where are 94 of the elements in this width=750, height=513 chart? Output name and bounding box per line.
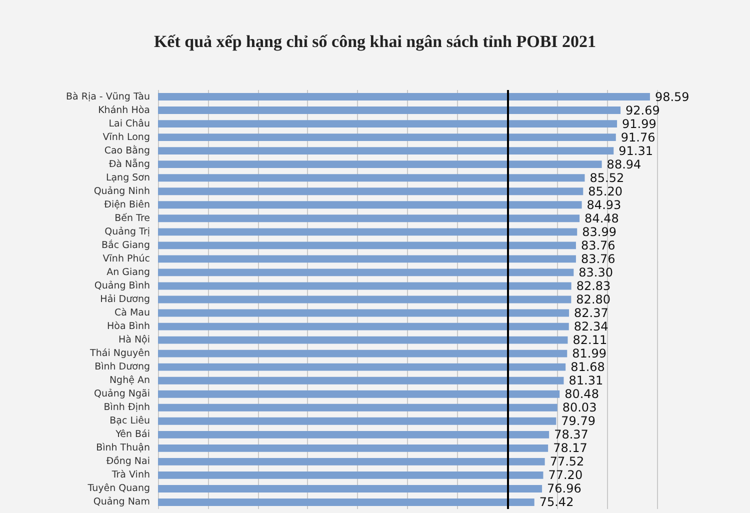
bar — [158, 134, 616, 142]
y-tick-label: An Giang — [106, 266, 150, 278]
y-tick-label: Bình Dương — [94, 362, 150, 373]
bar — [158, 498, 534, 506]
data-label: 84.93 — [586, 198, 622, 212]
bar — [158, 404, 558, 412]
bar — [158, 174, 585, 182]
y-tick-label: Hải Dương — [100, 294, 150, 305]
y-tick-label: Lạng Sơn — [106, 172, 150, 184]
y-tick-label: Khánh Hòa — [98, 104, 150, 116]
bar — [158, 147, 614, 155]
bar — [158, 322, 569, 330]
data-label: 91.99 — [622, 116, 656, 131]
data-label: 77.20 — [548, 468, 583, 482]
bar — [158, 444, 548, 452]
y-tick-label: Quảng Ngãi — [94, 388, 150, 400]
y-tick-label: Quảng Ninh — [94, 186, 150, 197]
data-label: 77.52 — [550, 454, 584, 469]
data-label: 91.76 — [620, 130, 656, 144]
data-label: 82.83 — [576, 278, 611, 293]
bar — [158, 201, 582, 209]
y-tick-label: Bà Rịa - Vũng Tàu — [66, 91, 150, 102]
bar — [158, 242, 576, 250]
bar — [158, 120, 618, 128]
y-tick-label: Cà Mau — [114, 308, 150, 319]
bar — [158, 376, 564, 384]
bar — [158, 228, 578, 236]
data-label: 76.96 — [547, 482, 582, 496]
data-label: 98.59 — [654, 90, 690, 104]
y-tick-label: Tuyên Quang — [86, 483, 150, 494]
data-label: 82.37 — [574, 306, 608, 320]
y-tick-label: Bình Định — [104, 402, 150, 414]
data-label: 91.31 — [618, 144, 653, 158]
data-label: 81.68 — [570, 360, 605, 374]
bar — [158, 390, 560, 398]
chart-title: Kết quả xếp hạng chỉ số công khai ngân sách tỉnh POBI 2021 — [154, 32, 596, 51]
bar — [158, 458, 545, 466]
y-tick-label: Trà Vinh — [110, 470, 150, 481]
bar — [158, 430, 550, 438]
y-tick-label: Đà Nẵng — [108, 158, 150, 170]
data-label: 83.76 — [580, 252, 616, 266]
y-tick-label: Vĩnh Phúc — [102, 253, 150, 264]
bar — [158, 485, 542, 492]
y-tick-label: Bình Thuận — [96, 442, 150, 454]
data-label: 83.76 — [580, 238, 616, 252]
y-tick-label: Quảng Trị — [104, 226, 150, 238]
y-tick-label: Thái Nguyên — [89, 348, 150, 360]
data-label: 82.11 — [572, 333, 608, 348]
bar — [158, 255, 576, 263]
data-label: 81.31 — [568, 374, 604, 388]
y-tick-label: Vĩnh Long — [102, 132, 150, 143]
bar — [158, 282, 572, 290]
data-label: 80.03 — [562, 400, 597, 415]
bar — [158, 160, 602, 168]
y-tick-label: Lai Châu — [108, 118, 150, 130]
y-tick-label: Hà Nội — [118, 334, 150, 346]
y-tick-label: Bắc Giang — [102, 238, 150, 251]
y-tick-label: Quảng Nam — [93, 496, 150, 508]
data-label: 78.37 — [554, 428, 588, 442]
data-label: 82.80 — [576, 292, 611, 306]
bar — [158, 93, 650, 100]
data-label: 88.94 — [606, 157, 642, 172]
bar — [158, 268, 574, 276]
bar — [158, 188, 584, 196]
y-tick-label: Bạc Liêu — [110, 416, 150, 427]
bar — [158, 214, 580, 222]
y-tick-label: Nghệ An — [109, 375, 150, 386]
bar — [158, 106, 621, 114]
bar — [158, 309, 570, 317]
data-label: 81.99 — [572, 346, 606, 361]
y-tick-label: Cao Bằng — [104, 144, 150, 156]
data-label: 83.99 — [582, 224, 616, 239]
data-label: 75.42 — [539, 495, 574, 510]
data-label: 85.52 — [590, 170, 624, 185]
y-tick-label: Điện Biên — [104, 199, 150, 210]
y-tick-label: Yên Bái — [114, 429, 150, 440]
data-label: 84.48 — [584, 211, 619, 226]
bar — [158, 296, 572, 304]
bar — [158, 417, 556, 425]
data-label: 78.17 — [553, 441, 588, 456]
data-label: 83.30 — [578, 265, 614, 280]
data-label: 79.79 — [561, 414, 596, 428]
y-tick-label: Đồng Nai — [106, 455, 150, 468]
bar — [158, 363, 566, 371]
data-label: 82.34 — [574, 320, 608, 334]
y-tick-label: Hòa Bình — [107, 321, 150, 332]
y-tick-label: Quảng Bình — [94, 280, 150, 292]
bar — [158, 350, 568, 358]
bar — [158, 471, 544, 479]
data-label: 85.20 — [588, 184, 623, 198]
bar — [158, 336, 568, 344]
data-label: 80.48 — [564, 387, 599, 402]
data-label: 92.69 — [626, 103, 660, 118]
y-tick-label: Bến Tre — [114, 212, 150, 224]
